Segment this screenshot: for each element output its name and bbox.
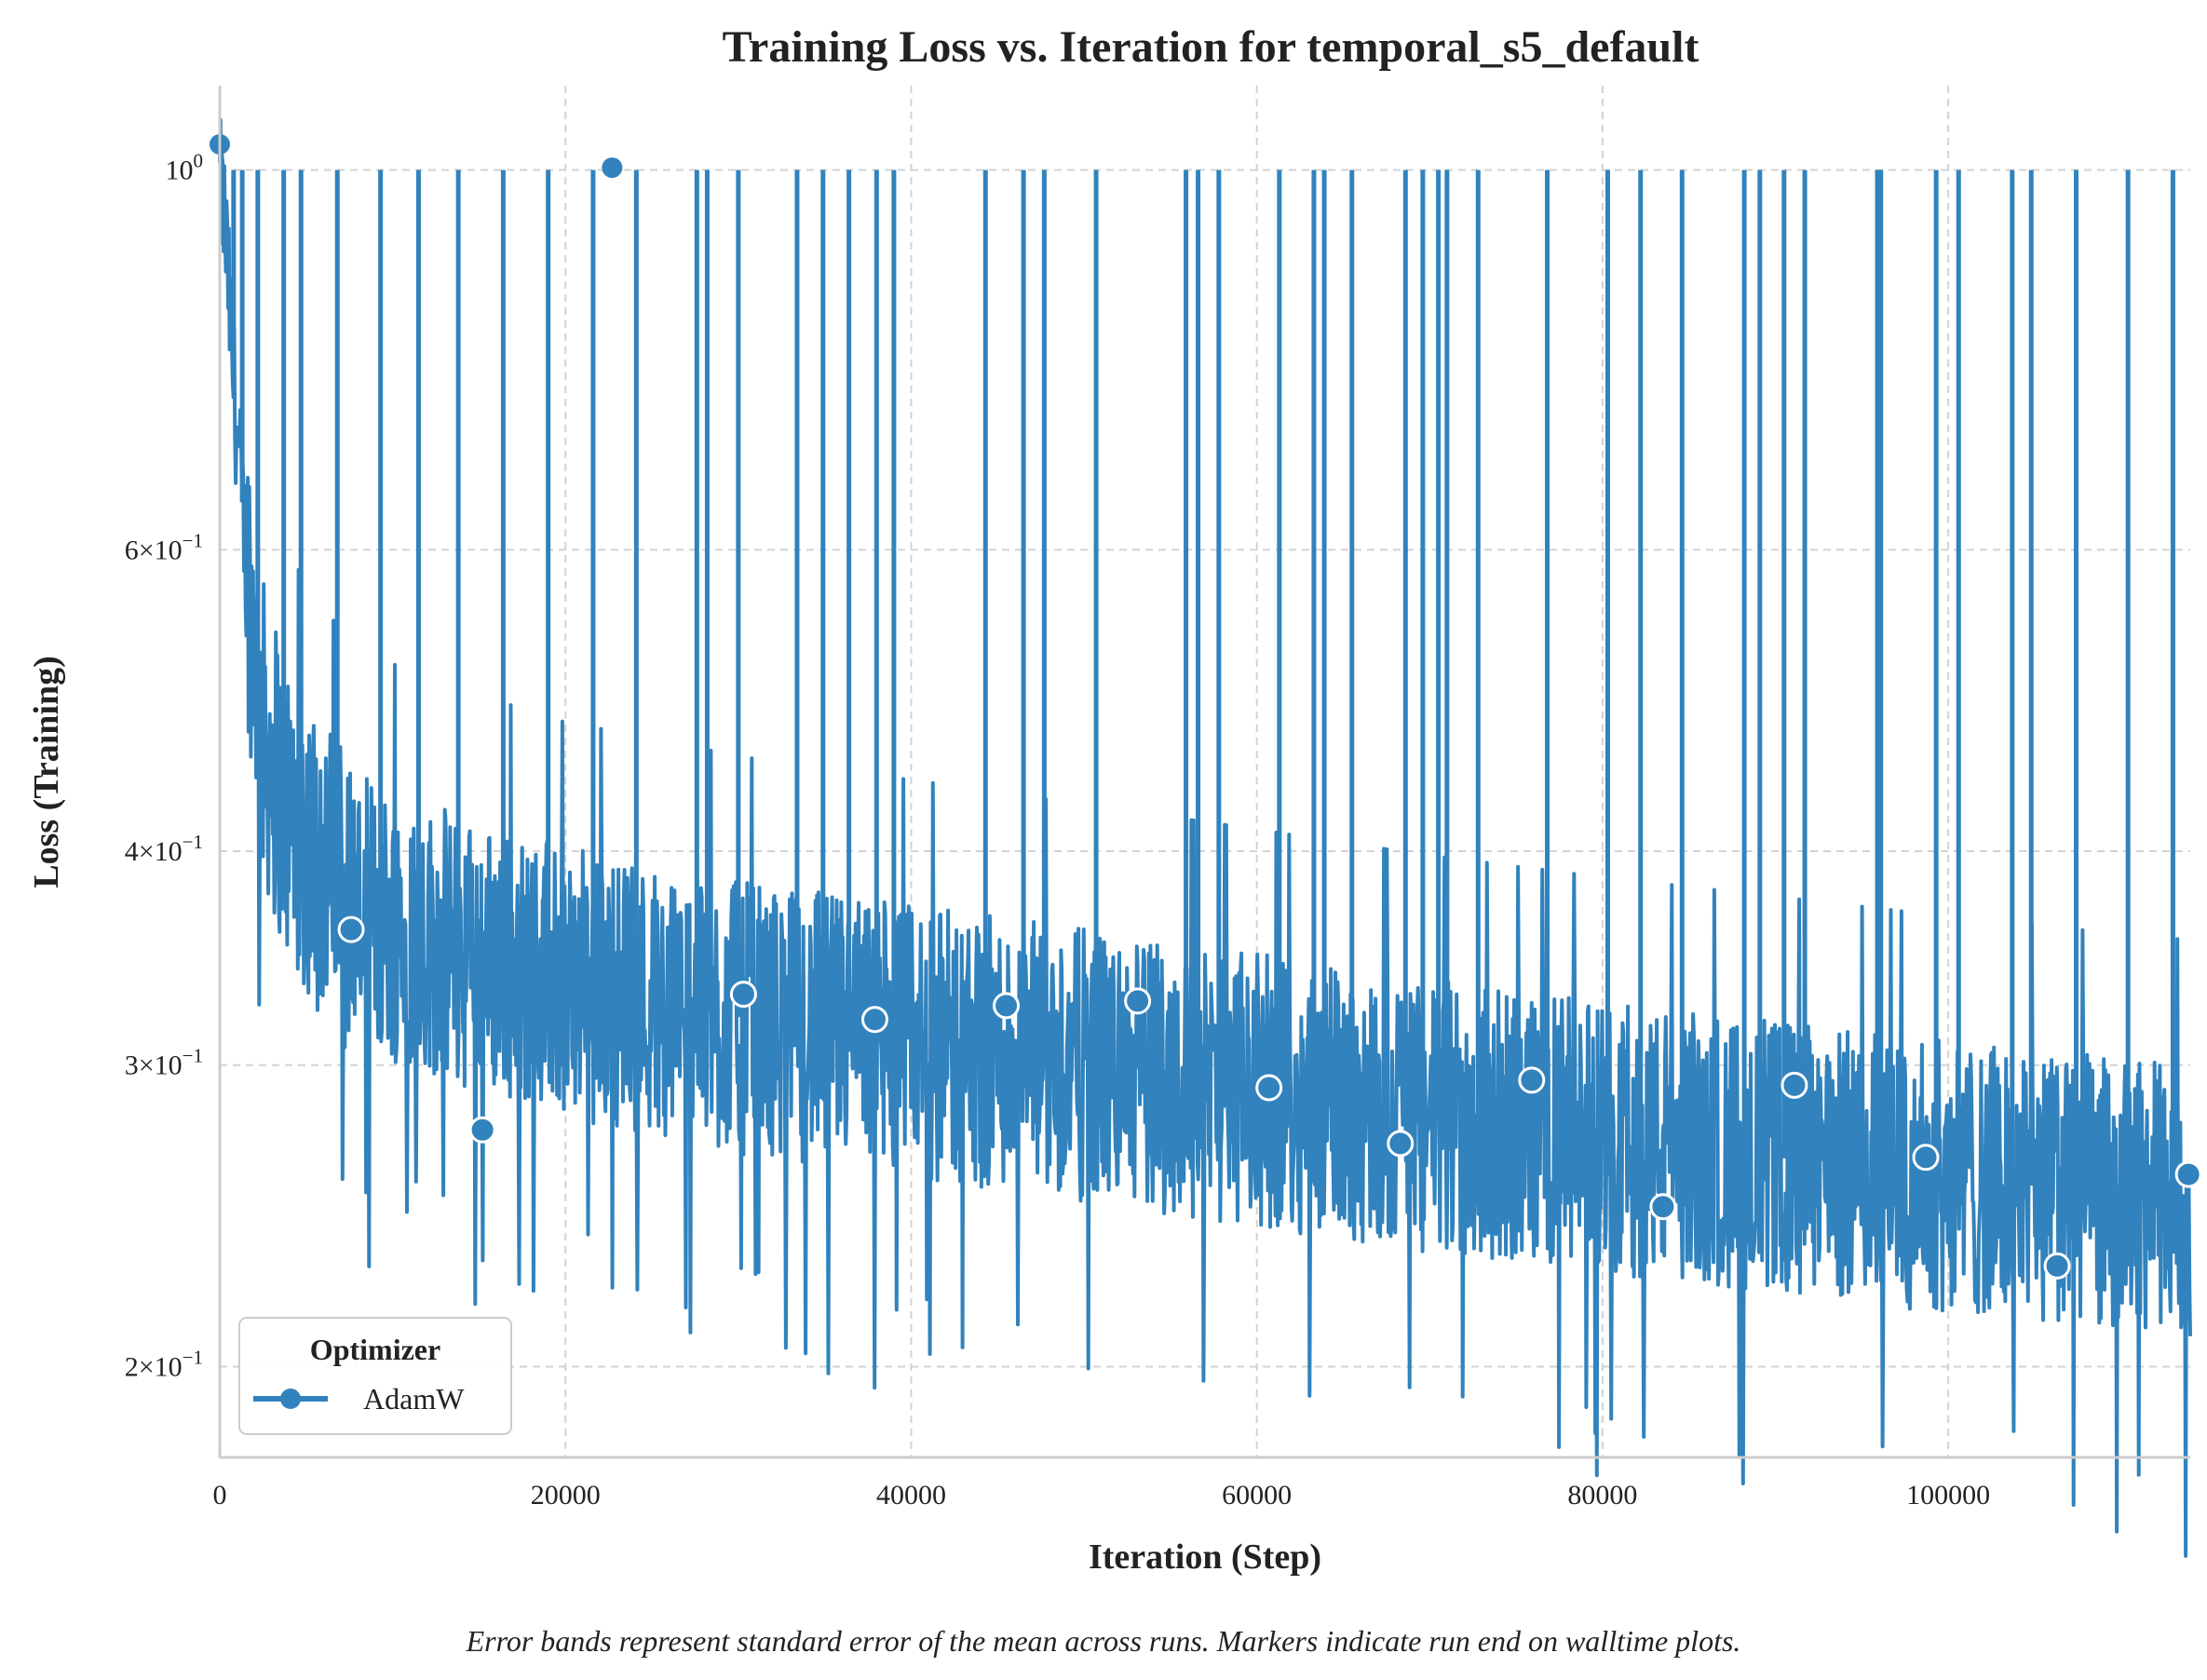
y-tick-label: 2×10−1 <box>125 1346 203 1382</box>
data-marker <box>1387 1130 1415 1158</box>
y-tick-label: 4×10−1 <box>125 831 203 867</box>
data-marker <box>1912 1144 1940 1172</box>
y-tick-label: 100 <box>166 149 204 185</box>
legend-title: Optimizer <box>310 1333 440 1366</box>
data-marker <box>1780 1071 1808 1099</box>
data-marker <box>2174 1160 2202 1188</box>
data-marker <box>1124 987 1152 1015</box>
x-tick-label: 0 <box>213 1480 227 1511</box>
chart-caption: Error bands represent standard error of … <box>466 1624 1741 1658</box>
legend-marker-swatch <box>280 1389 301 1409</box>
x-axis-label: Iteration (Step) <box>1089 1538 1321 1577</box>
data-marker <box>993 992 1021 1020</box>
data-marker <box>1518 1066 1546 1094</box>
x-axis-ticks: 0 20000 40000 60000 80000 100000 <box>213 1480 1991 1511</box>
y-tick-label: 6×10−1 <box>125 529 203 565</box>
data-marker <box>1649 1193 1677 1221</box>
y-axis-ticks: 100 6×10−1 4×10−1 3×10−1 2×10−1 <box>125 149 203 1382</box>
data-marker <box>468 1116 496 1144</box>
x-tick-label: 60000 <box>1222 1480 1292 1511</box>
y-axis-label: Loss (Training) <box>27 656 66 888</box>
legend-label-series: AdamW <box>363 1382 465 1416</box>
legend-box <box>238 1317 512 1435</box>
x-tick-label: 20000 <box>531 1480 601 1511</box>
data-marker <box>337 915 365 943</box>
data-marker <box>1255 1074 1283 1102</box>
plot-area <box>210 117 2202 1558</box>
x-tick-label: 80000 <box>1567 1480 1637 1511</box>
x-tick-label: 40000 <box>876 1480 946 1511</box>
data-marker <box>2043 1252 2071 1280</box>
legend: Optimizer AdamW <box>238 1317 512 1435</box>
data-marker <box>860 1006 888 1034</box>
data-marker <box>602 157 623 179</box>
data-marker <box>729 981 757 1009</box>
chart-title: Training Loss vs. Iteration for temporal… <box>723 22 1699 72</box>
y-tick-label: 3×10−1 <box>125 1045 203 1081</box>
x-tick-label: 100000 <box>1906 1480 1990 1511</box>
